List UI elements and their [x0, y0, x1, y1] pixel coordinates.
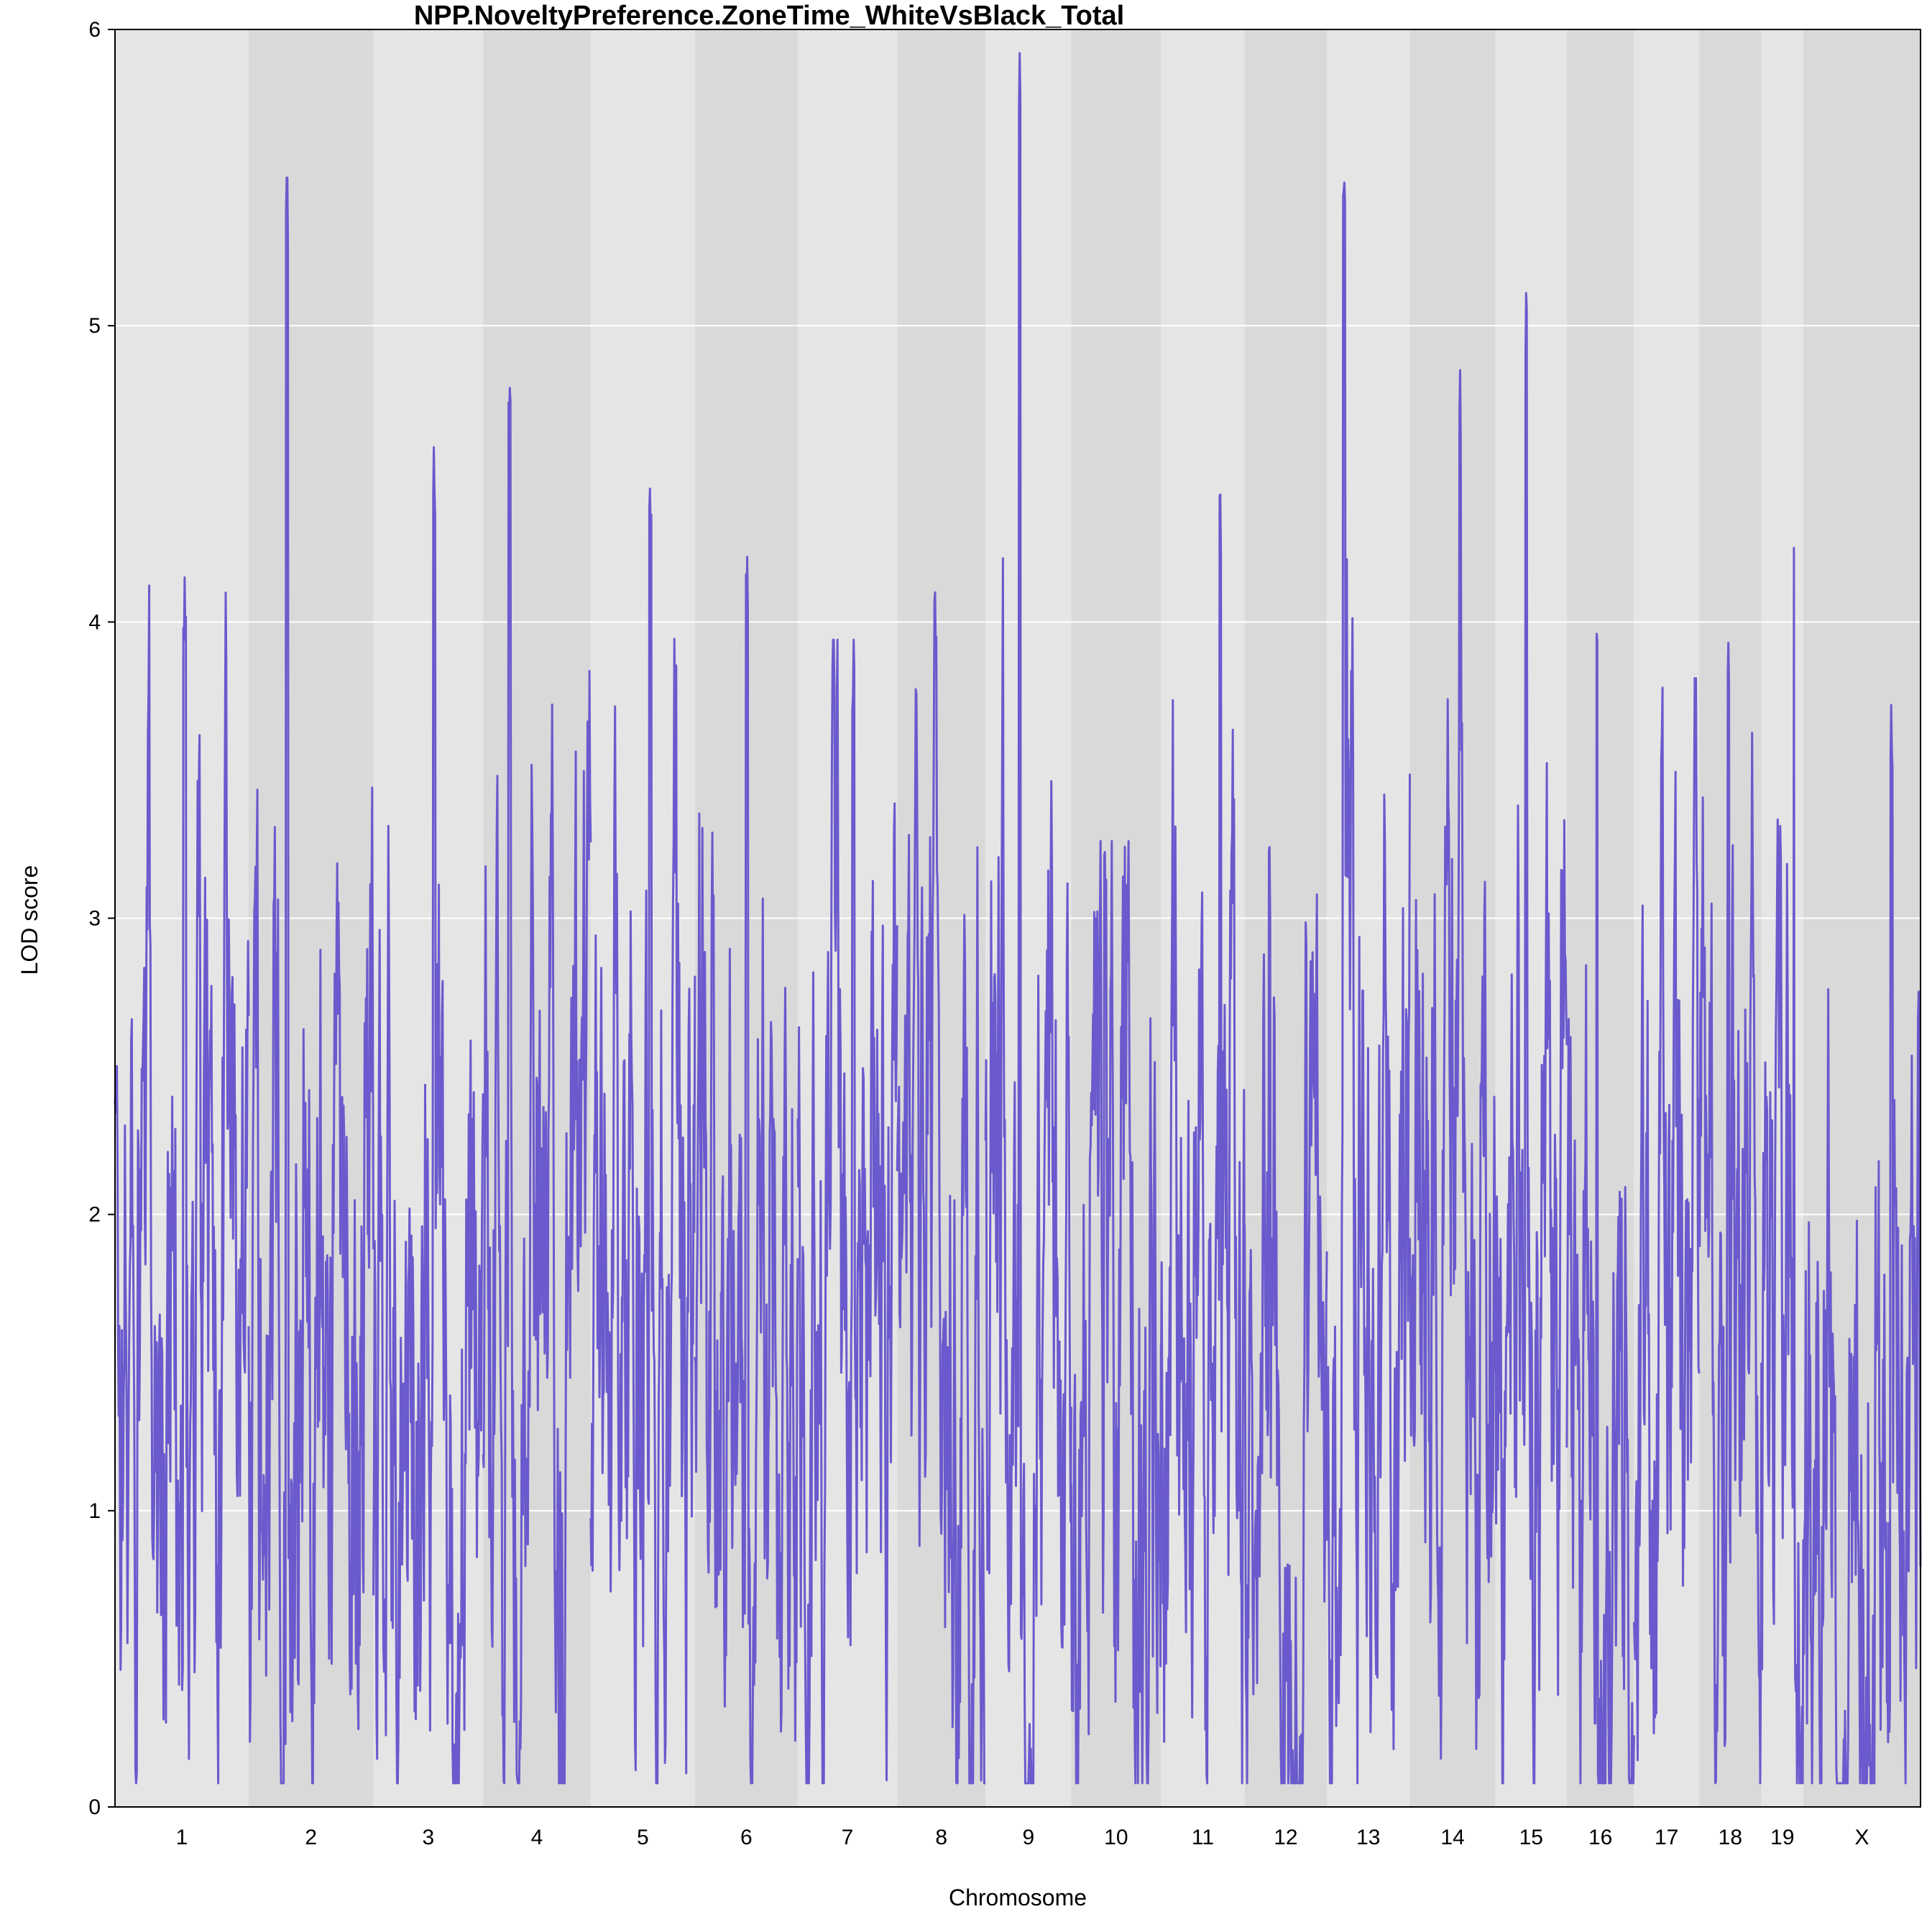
x-tick-label: 11 — [1192, 1826, 1214, 1849]
lod-line-chr-1 — [114, 576, 250, 1785]
lod-line-chr-12 — [1243, 846, 1328, 1785]
x-tick-label: 2 — [305, 1826, 317, 1849]
lod-line-chr-11 — [1159, 493, 1246, 1785]
x-axis-label: Chromosome — [949, 1885, 1087, 1910]
lod-line-chr-X — [1802, 704, 1922, 1785]
y-tick-label: 1 — [88, 1499, 101, 1523]
lod-line-chr-7 — [796, 638, 898, 1785]
lod-line-chr-6 — [694, 556, 799, 1785]
x-tick-label: 12 — [1274, 1826, 1297, 1849]
y-tick-label: 3 — [88, 907, 101, 931]
lod-line-chr-10 — [1070, 840, 1162, 1785]
lod-line-chr-4 — [482, 387, 592, 1785]
x-tick-label: 18 — [1719, 1826, 1742, 1849]
x-tick-label: 8 — [935, 1826, 947, 1849]
x-tick-label: 16 — [1588, 1826, 1612, 1849]
x-tick-label: 17 — [1655, 1826, 1678, 1849]
x-tick-label: 5 — [637, 1826, 649, 1849]
lod-line-chr-16 — [1565, 632, 1635, 1785]
lod-line-chr-19 — [1760, 546, 1805, 1785]
lod-line-chr-17 — [1632, 677, 1701, 1762]
lod-line-chr-5 — [589, 487, 696, 1785]
y-axis: 0 1 2 3 4 5 6 — [88, 18, 115, 1819]
chart-title: NPP.NoveltyPreference.ZoneTime_WhiteVsBl… — [414, 1, 1124, 31]
x-tick-label: 6 — [740, 1826, 753, 1849]
y-tick-label: 5 — [88, 314, 101, 338]
lod-line-chr-2 — [247, 176, 374, 1785]
y-tick-label: 6 — [88, 18, 101, 42]
y-axis-label: LOD score — [17, 865, 42, 975]
lod-line-chr-14 — [1409, 369, 1497, 1760]
x-tick-label: 4 — [531, 1826, 543, 1849]
x-tick-label: X — [1854, 1826, 1869, 1849]
lod-line-chr-3 — [372, 446, 484, 1785]
x-tick-label: 14 — [1440, 1826, 1464, 1849]
x-tick-label: 9 — [1022, 1826, 1034, 1849]
x-tick-label: 19 — [1770, 1826, 1794, 1849]
lod-line-chr-8 — [896, 591, 986, 1785]
lod-line-chr-9 — [984, 52, 1072, 1785]
x-tick-label: 10 — [1104, 1826, 1128, 1849]
x-tick-label: 7 — [842, 1826, 854, 1849]
x-tick-label: 3 — [422, 1826, 434, 1849]
y-tick-label: 4 — [88, 610, 101, 634]
lod-line-chr-13 — [1325, 181, 1411, 1785]
x-tick-label: 1 — [176, 1826, 188, 1849]
lod-series — [114, 52, 1922, 1785]
x-tick-label: 15 — [1519, 1826, 1543, 1849]
lod-line-chr-18 — [1698, 641, 1763, 1785]
y-tick-label: 0 — [88, 1795, 101, 1819]
lod-line-chr-15 — [1494, 292, 1568, 1785]
x-tick-label: 13 — [1356, 1826, 1380, 1849]
y-tick-label: 2 — [88, 1203, 101, 1227]
x-axis: 1 2 3 4 5 6 7 8 9 10 11 12 13 14 15 16 17 18 19 X — [176, 1826, 1869, 1849]
